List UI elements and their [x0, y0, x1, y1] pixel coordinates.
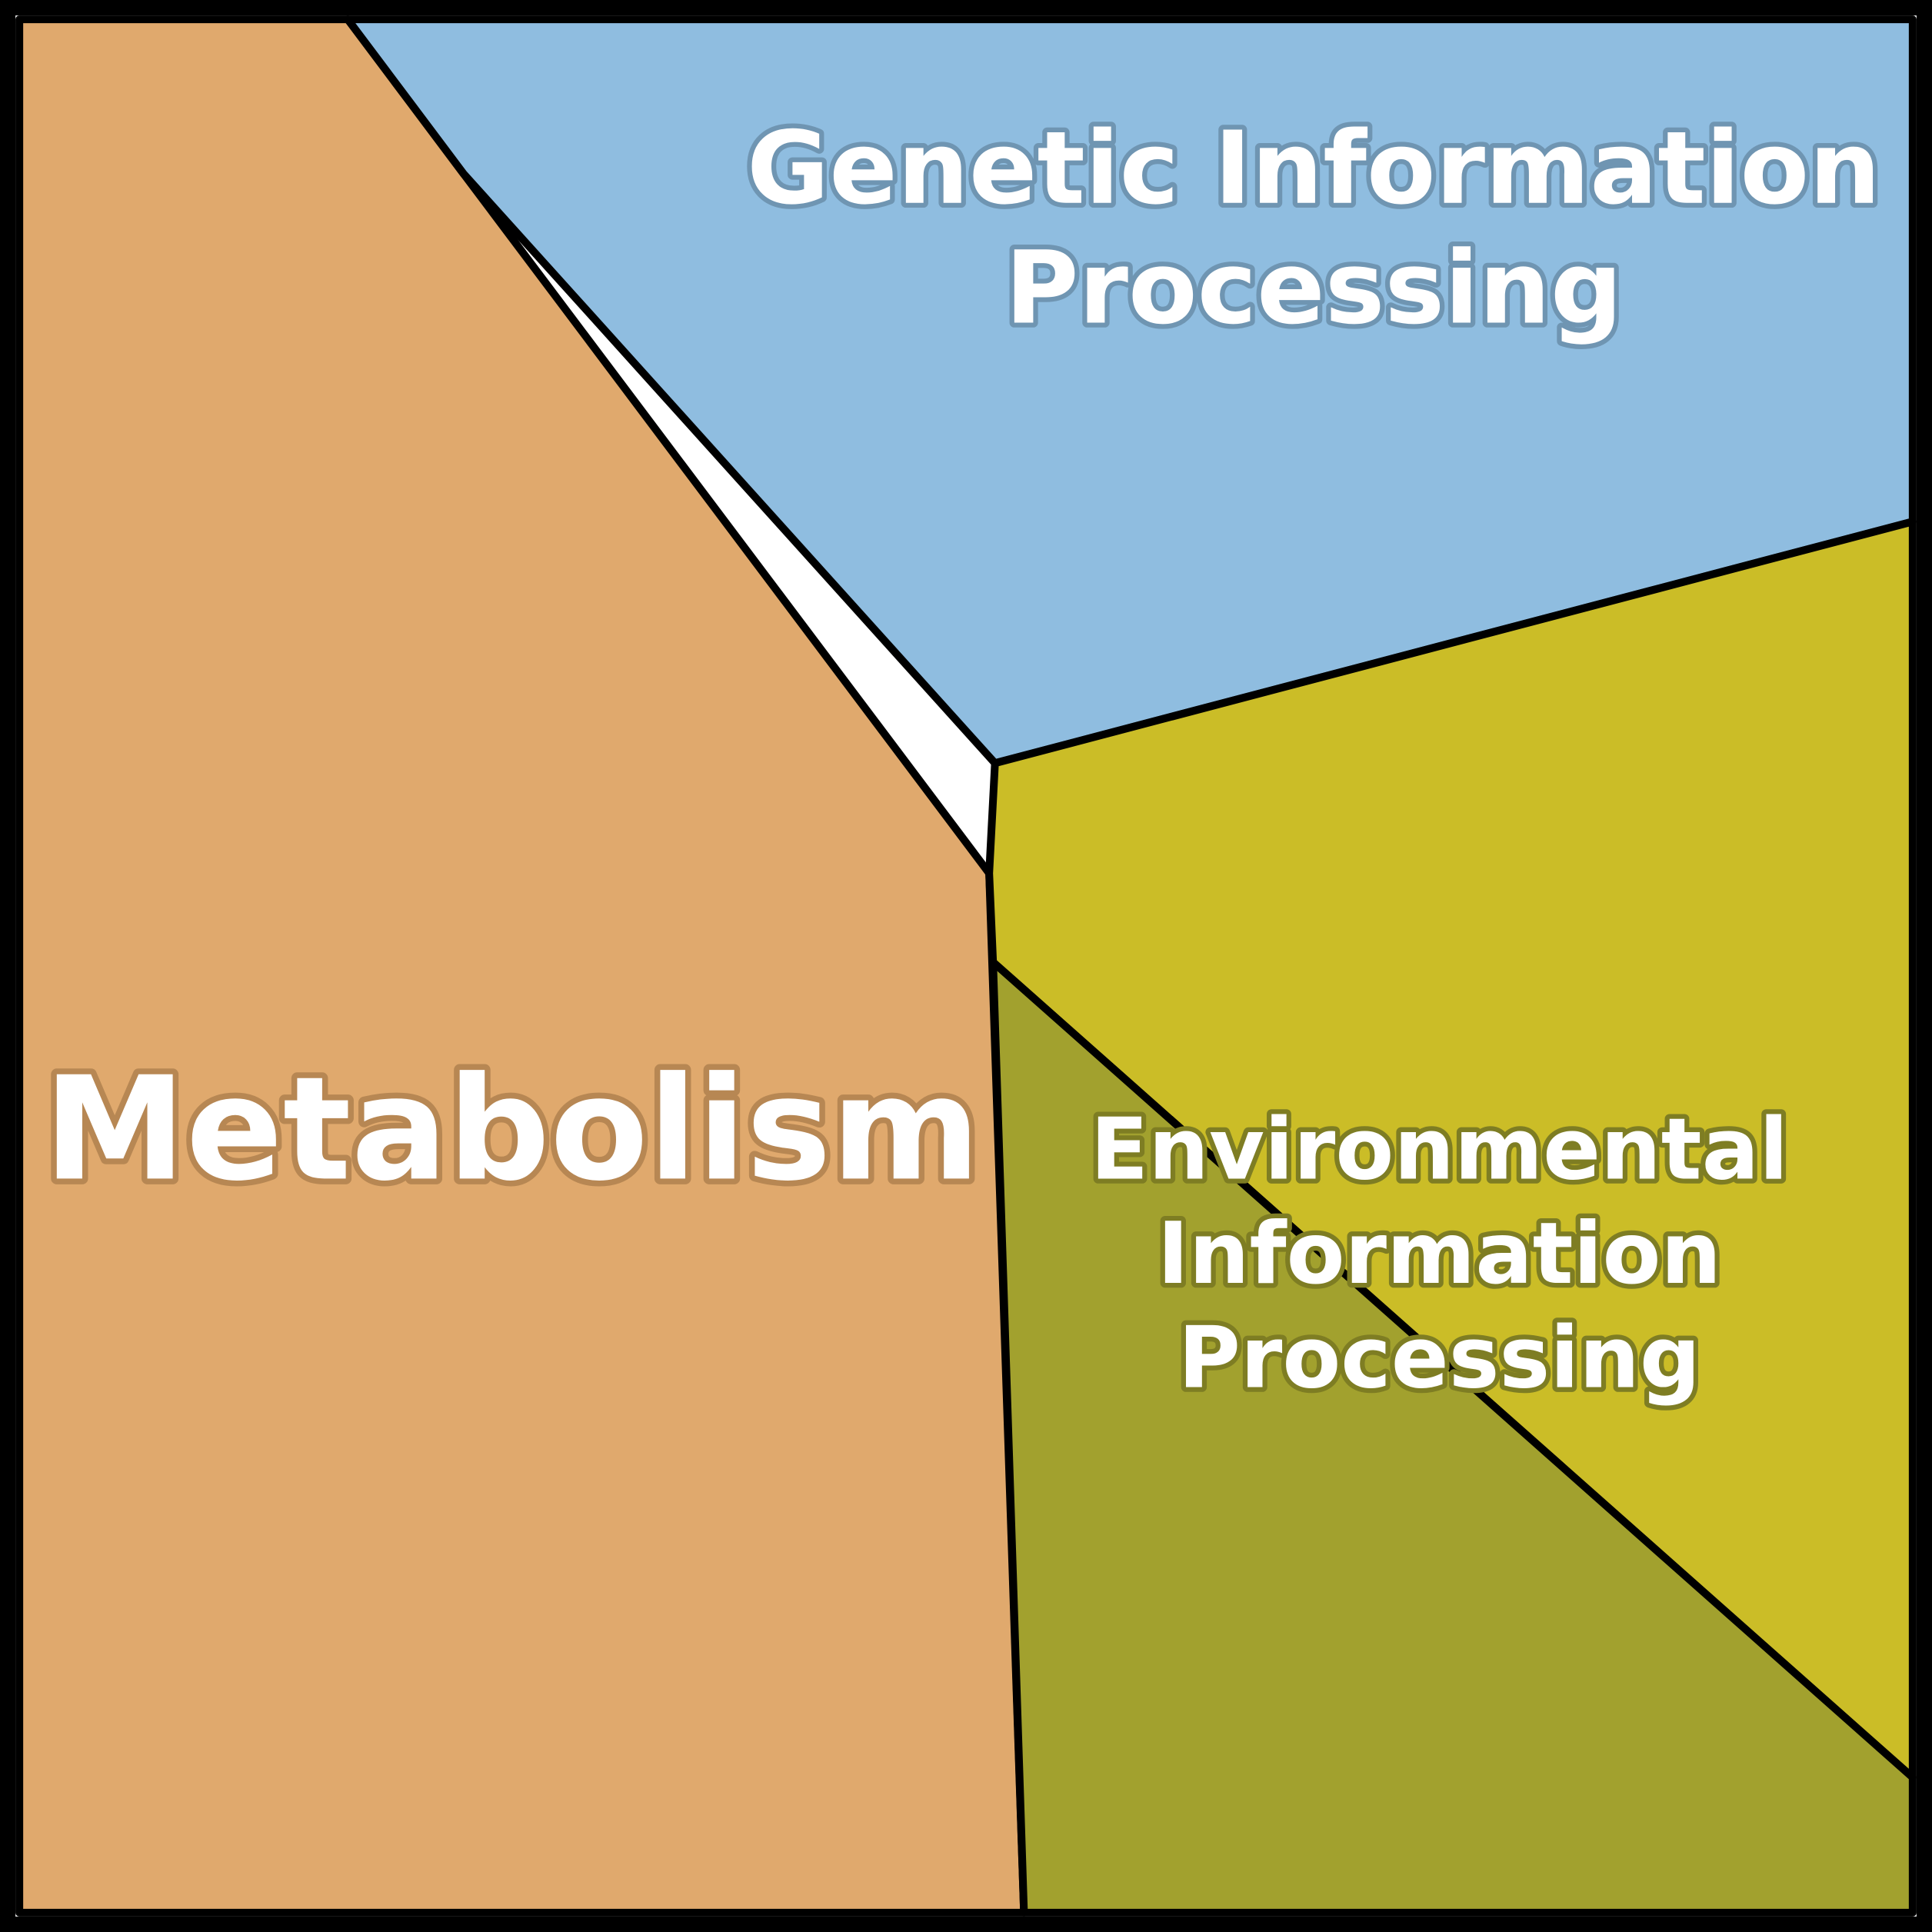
region-label-metabolism: Metabolism [44, 1045, 981, 1212]
region-label-environmental-info: EnvironmentalInformationProcessing [1091, 1100, 1788, 1407]
voronoi-diagram: MetabolismGenetic InformationProcessingE… [0, 0, 1932, 1932]
